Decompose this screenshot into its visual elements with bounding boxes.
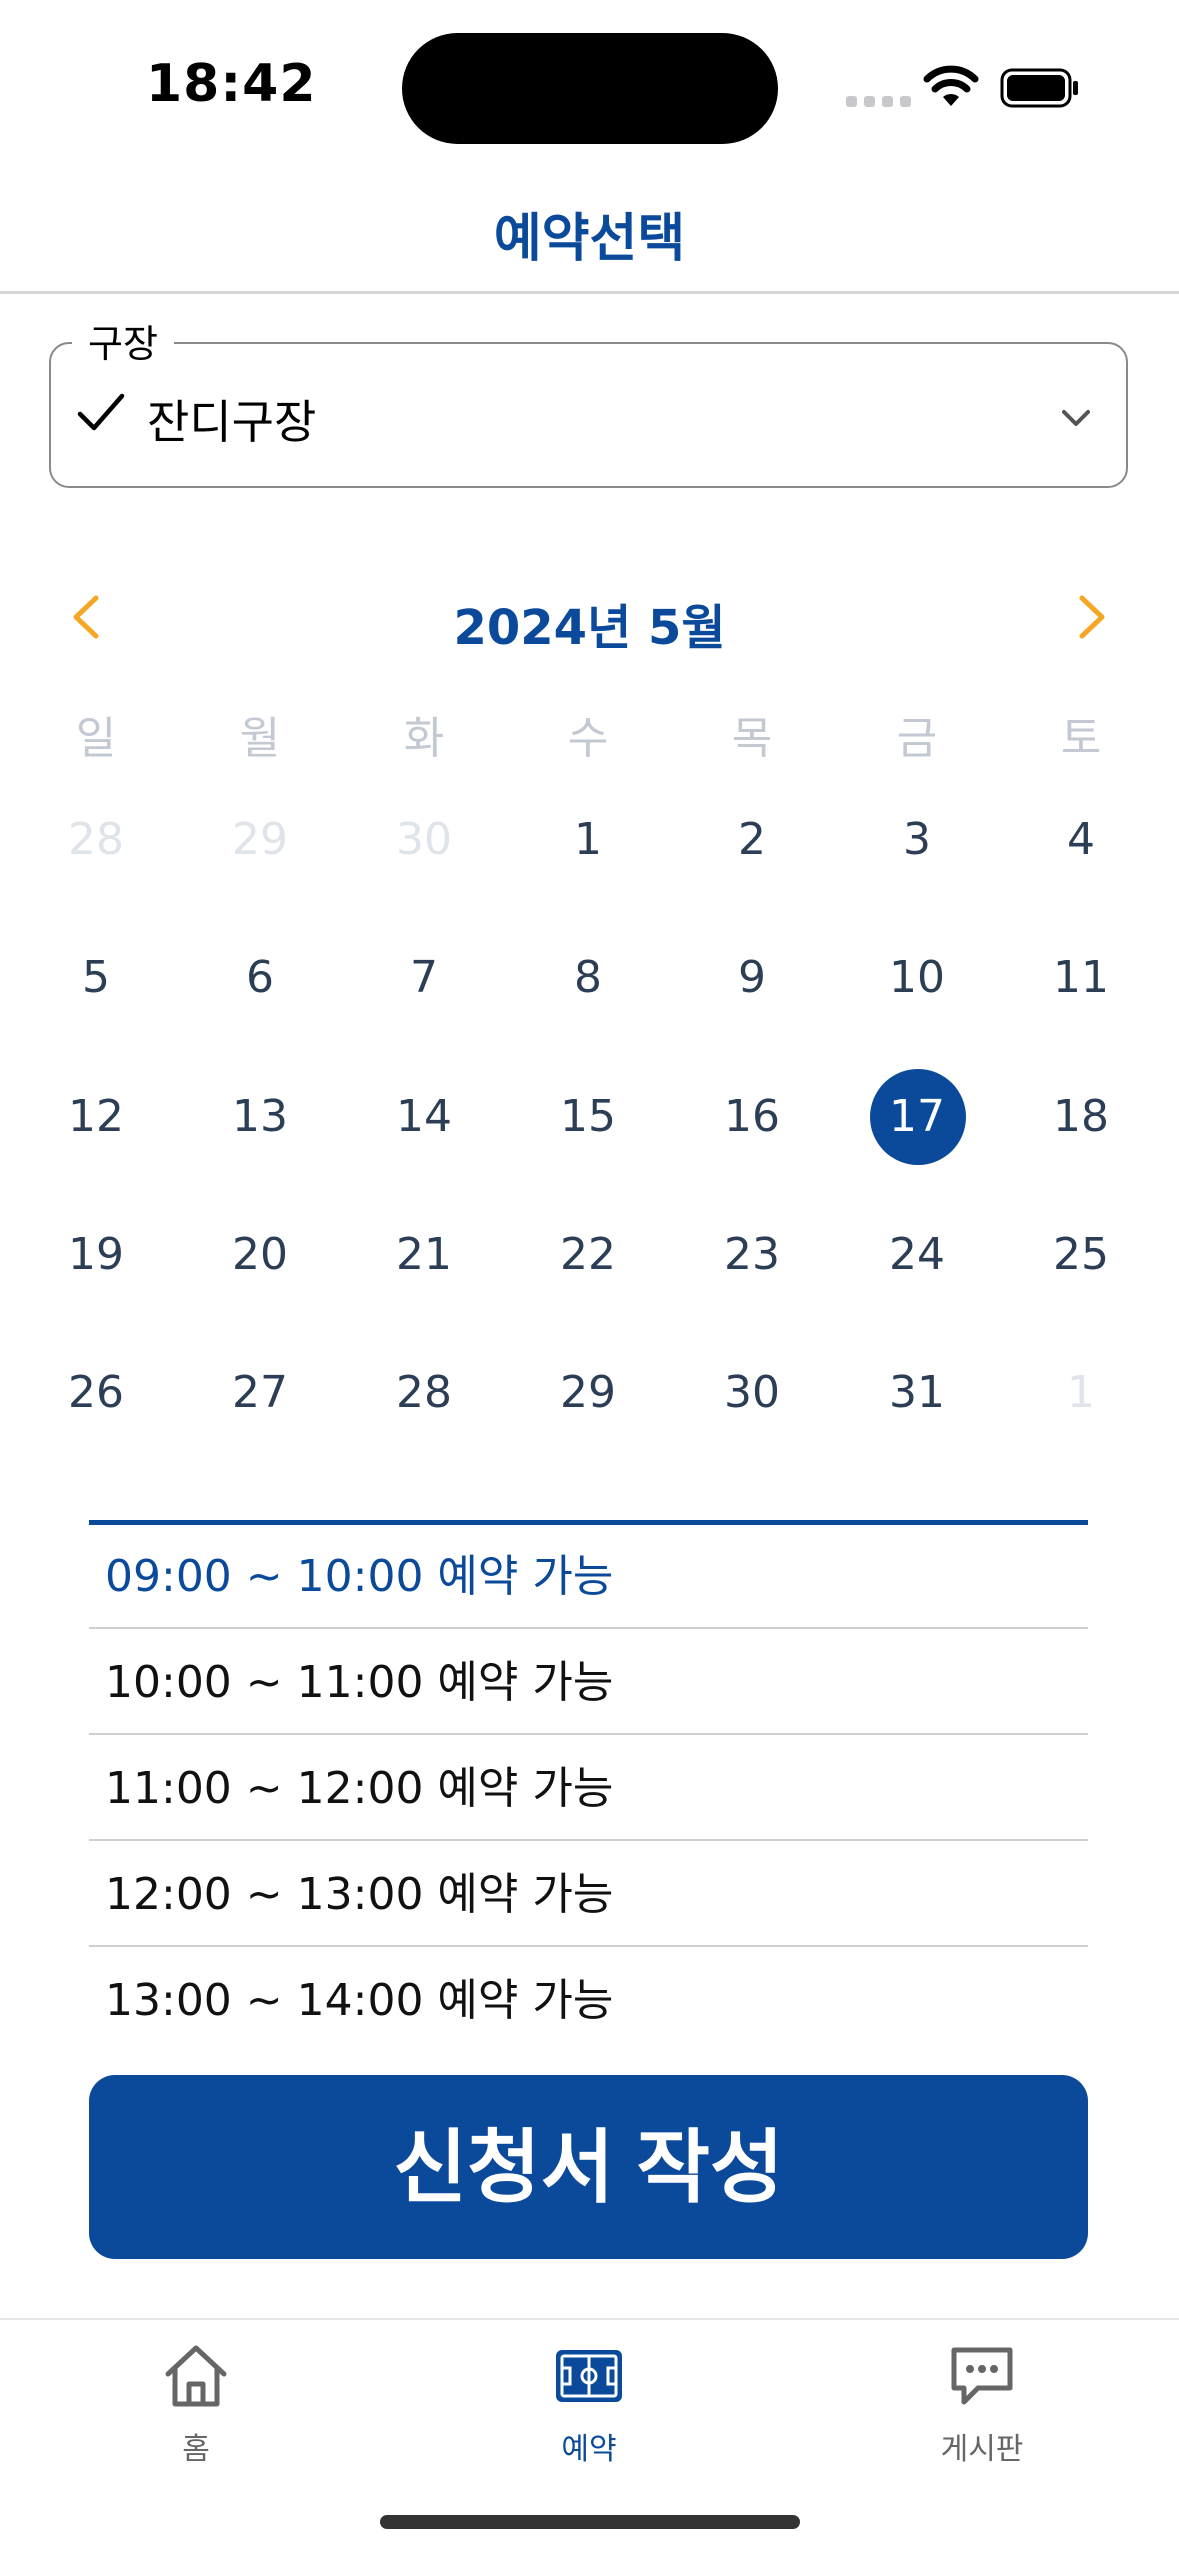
calendar-day: 28 (68, 814, 124, 865)
weekday-fri: 금 (896, 713, 938, 764)
field-icon (556, 2350, 622, 2402)
calendar-day[interactable]: 3 (903, 814, 931, 865)
write-application-button[interactable]: 신청서 작성 (89, 2075, 1088, 2259)
calendar-day[interactable]: 7 (410, 952, 438, 1003)
calendar-day[interactable]: 2 (738, 814, 766, 865)
weekday-wed: 수 (567, 713, 609, 764)
checkmark-icon (77, 393, 125, 431)
status-time: 18:42 (146, 54, 317, 114)
weekday-mon: 월 (239, 713, 281, 764)
tab-home[interactable]: 홈 (66, 2340, 326, 2468)
selected-day-highlight (870, 1069, 966, 1165)
chevron-left-icon[interactable] (68, 592, 104, 642)
page-title: 예약선택 (493, 209, 686, 269)
nav-divider (0, 291, 1179, 294)
calendar-day[interactable]: 24 (889, 1229, 945, 1280)
chevron-right-icon[interactable] (1074, 592, 1110, 642)
field-select[interactable] (49, 342, 1128, 488)
field-select-value: 잔디구장 (147, 395, 317, 449)
time-slot-item[interactable]: 10:00 ~ 11:00 예약 가능 (89, 1631, 1088, 1735)
calendar-day[interactable]: 29 (560, 1367, 616, 1418)
calendar-day[interactable]: 11 (1053, 952, 1109, 1003)
calendar-day[interactable]: 19 (68, 1229, 124, 1280)
chat-bubble-icon (951, 2347, 1013, 2405)
weekday-tue: 화 (403, 713, 445, 764)
tab-reservation[interactable]: 예약 (459, 2340, 719, 2468)
calendar-day[interactable]: 13 (232, 1091, 288, 1142)
calendar-day: 1 (1067, 1367, 1095, 1418)
time-slot-item[interactable]: 11:00 ~ 12:00 예약 가능 (89, 1737, 1088, 1841)
tab-board-label: 게시판 (940, 2432, 1024, 2467)
calendar-day[interactable]: 30 (724, 1367, 780, 1418)
calendar-day[interactable]: 12 (68, 1091, 124, 1142)
calendar-day[interactable]: 20 (232, 1229, 288, 1280)
calendar-day[interactable]: 14 (396, 1091, 452, 1142)
time-slot-list[interactable]: 09:00 ~ 10:00 예약 가능 10:00 ~ 11:00 예약 가능 … (89, 1520, 1088, 2020)
chevron-down-icon[interactable] (1060, 406, 1092, 430)
calendar-day[interactable]: 6 (246, 952, 274, 1003)
calendar-day-selected[interactable]: 17 (889, 1091, 945, 1142)
calendar-day[interactable]: 31 (889, 1367, 945, 1418)
calendar-day[interactable]: 16 (724, 1091, 780, 1142)
calendar-day: 29 (232, 814, 288, 865)
cellular-signal-icon (846, 96, 911, 107)
time-slot-item[interactable]: 13:00 ~ 14:00 예약 가능 (89, 1949, 1088, 2020)
time-slot-list-topline (89, 1520, 1088, 1525)
calendar-day[interactable]: 18 (1053, 1091, 1109, 1142)
calendar-day[interactable]: 9 (738, 952, 766, 1003)
calendar-day[interactable]: 8 (574, 952, 602, 1003)
weekday-sun: 일 (75, 713, 117, 764)
field-select-label: 구장 (72, 313, 174, 368)
calendar-day[interactable]: 4 (1067, 814, 1095, 865)
calendar-day[interactable]: 10 (889, 952, 945, 1003)
wifi-icon (923, 65, 979, 106)
battery-icon (1000, 68, 1078, 108)
home-icon (165, 2345, 227, 2407)
calendar-day[interactable]: 15 (560, 1091, 616, 1142)
calendar-day[interactable]: 25 (1053, 1229, 1109, 1280)
calendar-day[interactable]: 21 (396, 1229, 452, 1280)
calendar-day[interactable]: 28 (396, 1367, 452, 1418)
calendar-day[interactable]: 27 (232, 1367, 288, 1418)
calendar-day[interactable]: 5 (82, 952, 110, 1003)
tab-reservation-label: 예약 (561, 2432, 617, 2467)
weekday-thu: 목 (731, 713, 773, 764)
tab-board[interactable]: 게시판 (852, 2340, 1112, 2468)
calendar-day[interactable]: 23 (724, 1229, 780, 1280)
home-indicator[interactable] (380, 2515, 800, 2529)
tab-home-label: 홈 (182, 2432, 210, 2467)
time-slot-item[interactable]: 12:00 ~ 13:00 예약 가능 (89, 1843, 1088, 1947)
tab-bar-divider (0, 2318, 1179, 2320)
calendar-day[interactable]: 26 (68, 1367, 124, 1418)
calendar-month-title: 2024년 5월 (453, 600, 726, 656)
weekday-sat: 토 (1060, 713, 1102, 764)
dynamic-island (402, 33, 778, 144)
calendar-day[interactable]: 22 (560, 1229, 616, 1280)
calendar-day: 30 (396, 814, 452, 865)
calendar-day[interactable]: 1 (574, 814, 602, 865)
time-slot-item-selected[interactable]: 09:00 ~ 10:00 예약 가능 (89, 1525, 1088, 1629)
